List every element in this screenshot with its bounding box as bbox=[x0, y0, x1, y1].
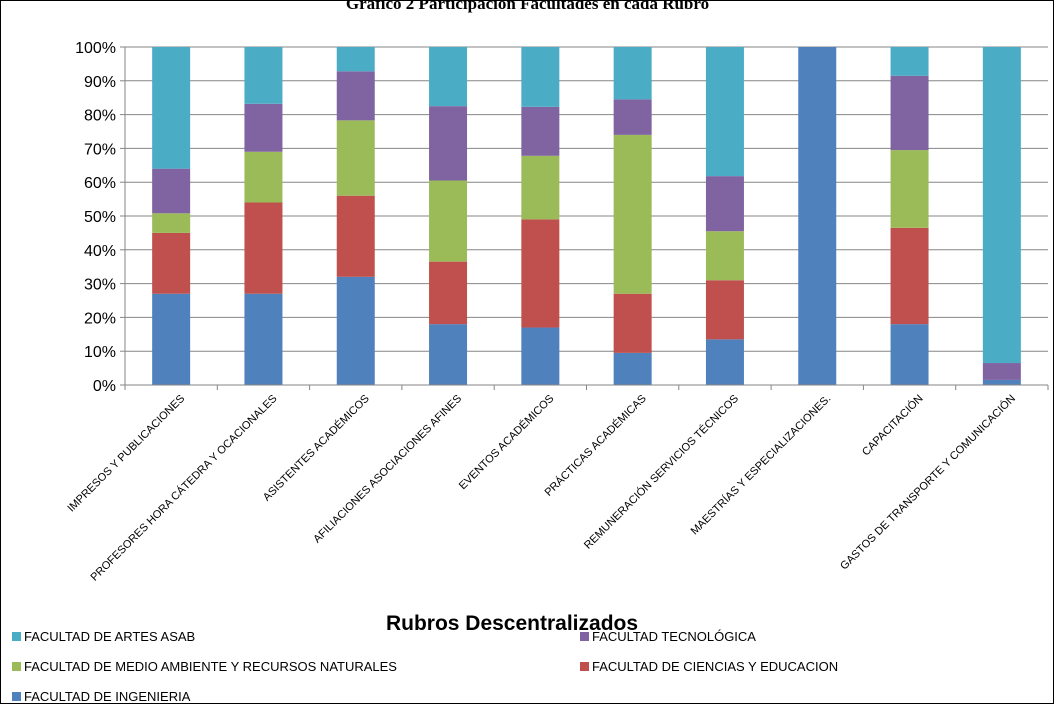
bar-segment-0-facultad-de-artes-asab bbox=[152, 47, 191, 169]
bar-segment-4-facultad-de-artes-asab bbox=[521, 47, 560, 107]
bar-segment-0-facultad-tecnol-gica bbox=[152, 168, 191, 214]
x-tick-label: ASISTENTES ACADÉMICOS bbox=[260, 392, 372, 504]
bar-segment-8-facultad-de-ciencias-y-educacion bbox=[890, 227, 929, 325]
bar-segment-3-facultad-tecnol-gica bbox=[429, 106, 468, 181]
bar-segment-2-facultad-de-medio-ambiente-y-recursos-naturales bbox=[336, 120, 375, 196]
chart-title: Gráfico 2 Participación Facultades en ca… bbox=[345, 0, 710, 13]
bar-segment-3-facultad-de-ciencias-y-educacion bbox=[429, 261, 468, 325]
bar-segment-5-facultad-de-ingenieria bbox=[613, 352, 652, 385]
bar-segment-3-facultad-de-artes-asab bbox=[429, 47, 468, 107]
x-tick-label: CAPACITACIÓN bbox=[859, 392, 925, 458]
bar-segment-4-facultad-de-medio-ambiente-y-recursos-naturales bbox=[521, 155, 560, 220]
bar-segment-6-facultad-de-medio-ambiente-y-recursos-naturales bbox=[705, 231, 744, 281]
bar-segment-6-facultad-de-artes-asab bbox=[705, 47, 744, 177]
bar-segment-1-facultad-tecnol-gica bbox=[244, 103, 283, 152]
y-tick-label: 80% bbox=[84, 108, 116, 125]
bar-segment-2-facultad-de-ciencias-y-educacion bbox=[336, 195, 375, 277]
bar-segment-3-facultad-de-medio-ambiente-y-recursos-naturales bbox=[429, 180, 468, 262]
y-tick-label: 60% bbox=[84, 175, 116, 192]
bar-segment-5-facultad-de-medio-ambiente-y-recursos-naturales bbox=[613, 134, 652, 294]
y-tick-label: 70% bbox=[84, 141, 116, 158]
bar-segment-2-facultad-de-ingenieria bbox=[336, 276, 375, 385]
x-tick-label: PROFESORES HORA CÁTEDRA Y OCACIONALES bbox=[88, 392, 280, 584]
bar-segment-8-facultad-tecnol-gica bbox=[890, 75, 929, 151]
y-tick-label: 100% bbox=[75, 40, 116, 57]
bar-segment-0-facultad-de-medio-ambiente-y-recursos-naturales bbox=[152, 213, 191, 233]
bar-segment-4-facultad-tecnol-gica bbox=[521, 106, 560, 156]
bar-segment-9-facultad-de-artes-asab bbox=[982, 47, 1021, 364]
y-tick-label: 30% bbox=[84, 277, 116, 294]
bar-segment-4-facultad-de-ingenieria bbox=[521, 327, 560, 385]
bar-segment-8-facultad-de-artes-asab bbox=[890, 47, 929, 76]
x-tick-label: PRÁCTICAS ACADÉMICAS bbox=[542, 392, 649, 499]
bar-segment-3-facultad-de-ingenieria bbox=[429, 324, 468, 385]
bar-segment-6-facultad-de-ciencias-y-educacion bbox=[705, 280, 744, 340]
bar-segment-9-facultad-de-ingenieria bbox=[982, 379, 1021, 385]
bar-segment-1-facultad-de-artes-asab bbox=[244, 47, 283, 104]
bar-segment-6-facultad-tecnol-gica bbox=[705, 176, 744, 232]
bar-segment-1-facultad-de-ingenieria bbox=[244, 293, 283, 385]
x-tick-label: REMUNERACIÓN SERVICIOS TÉCNICOS bbox=[581, 392, 741, 552]
y-tick-label: 40% bbox=[84, 243, 116, 260]
x-tick-label: EVENTOS ACADÉMICOS bbox=[456, 392, 556, 492]
y-tick-label: 20% bbox=[84, 310, 116, 327]
y-tick-label: 50% bbox=[84, 209, 116, 226]
bar-segment-2-facultad-de-artes-asab bbox=[336, 47, 375, 72]
x-axis-title: Rubros Descentralizados bbox=[386, 612, 638, 635]
bar-segment-2-facultad-tecnol-gica bbox=[336, 71, 375, 121]
bar-segment-7-facultad-de-ingenieria bbox=[798, 47, 837, 385]
bar-segment-1-facultad-de-ciencias-y-educacion bbox=[244, 202, 283, 294]
x-tick-label: AFILIACIONES ASOCIACIONES AFINES bbox=[311, 393, 464, 546]
y-tick-label: 90% bbox=[84, 74, 116, 91]
bar-segment-9-facultad-tecnol-gica bbox=[982, 363, 1021, 380]
bar-segment-8-facultad-de-medio-ambiente-y-recursos-naturales bbox=[890, 150, 929, 228]
bar-segment-5-facultad-tecnol-gica bbox=[613, 99, 652, 135]
bar-segment-1-facultad-de-medio-ambiente-y-recursos-naturales bbox=[244, 151, 283, 203]
bar-segment-8-facultad-de-ingenieria bbox=[890, 324, 929, 385]
x-tick-label: GASTOS DE TRANSPORTE Y COMUNICACIÓN bbox=[837, 392, 1018, 573]
bar-segment-5-facultad-de-ciencias-y-educacion bbox=[613, 293, 652, 353]
bar-segment-4-facultad-de-ciencias-y-educacion bbox=[521, 219, 560, 328]
bar-segment-0-facultad-de-ingenieria bbox=[152, 293, 191, 385]
y-tick-label: 0% bbox=[93, 378, 116, 395]
y-tick-label: 10% bbox=[84, 344, 116, 361]
bar-segment-5-facultad-de-artes-asab bbox=[613, 47, 652, 100]
x-tick-label: MAESTRÍAS Y ESPECIALIZACIONES. bbox=[688, 392, 833, 537]
bar-segment-6-facultad-de-ingenieria bbox=[705, 339, 744, 385]
bar-segment-0-facultad-de-ciencias-y-educacion bbox=[152, 232, 191, 294]
